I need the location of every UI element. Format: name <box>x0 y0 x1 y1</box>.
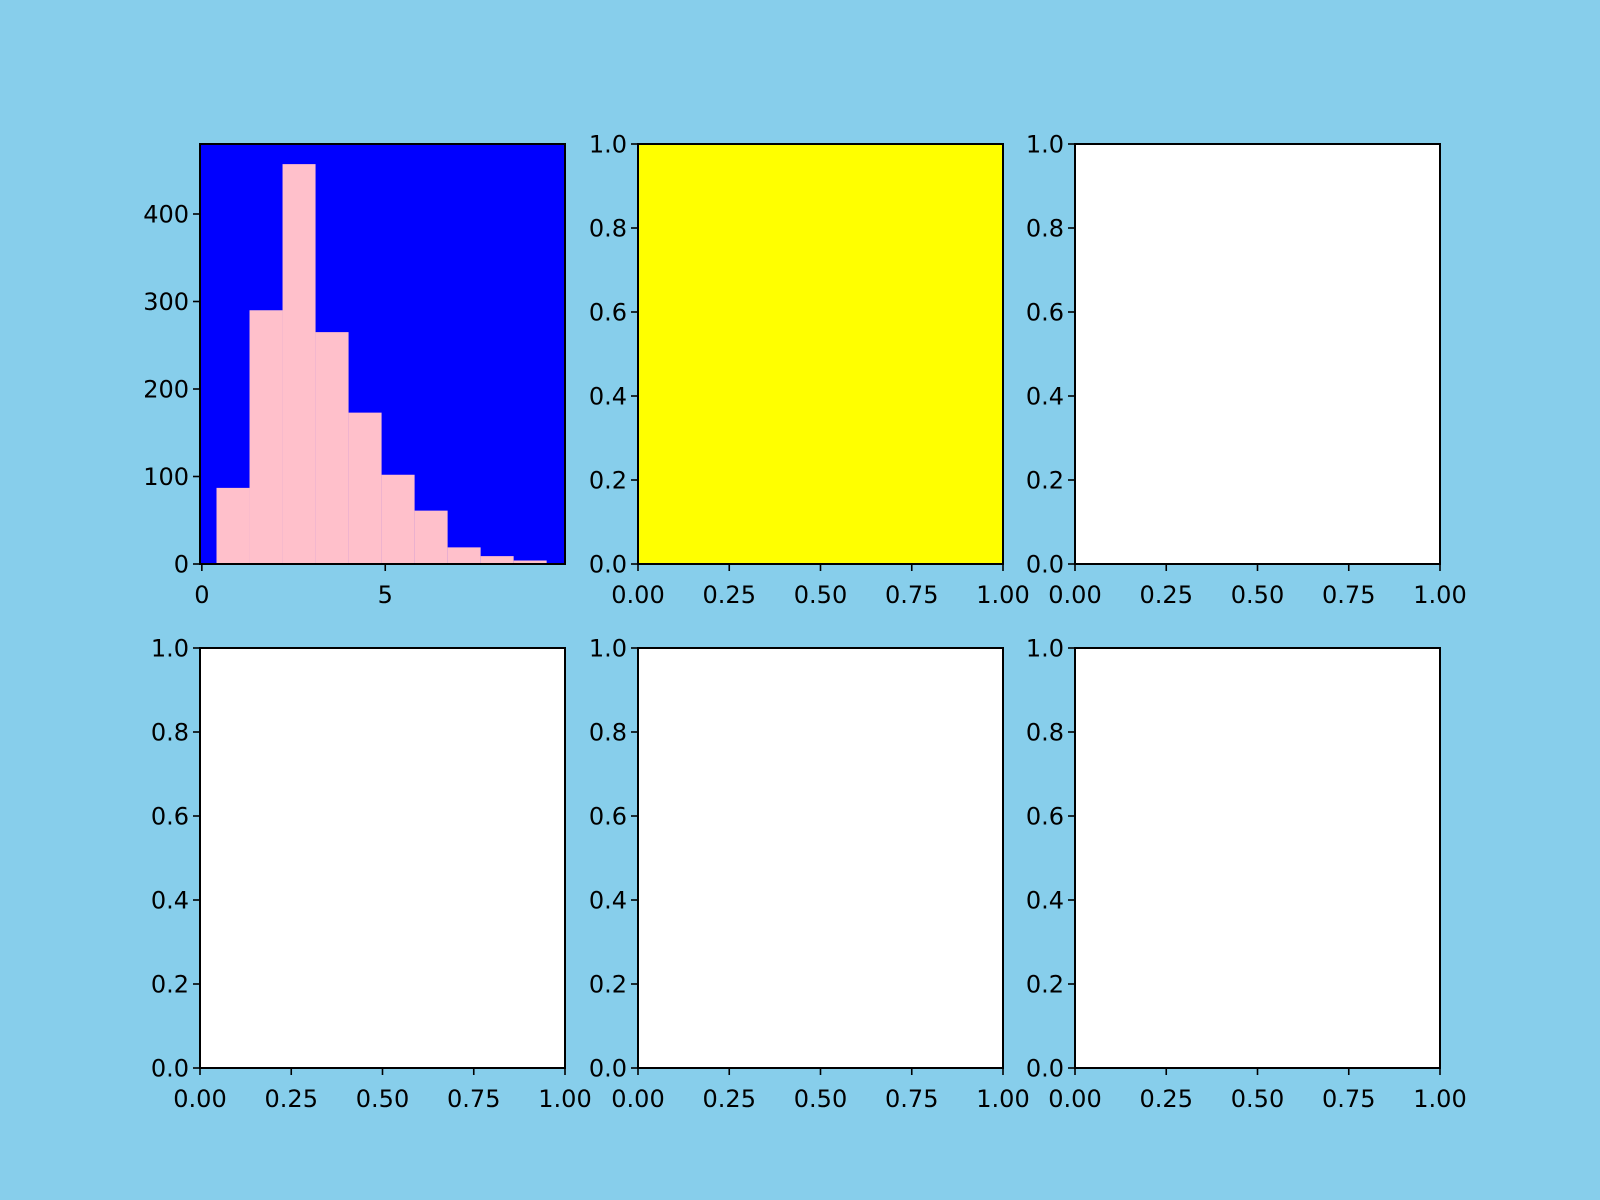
y-tick-label: 0.8 <box>1026 215 1064 243</box>
subplot-row-2-col-1: 0.00 0.25 0.50 0.75 1.00 0.0 0.2 0.4 0.6 0.8 1.0 <box>151 635 592 1114</box>
y-tick-label: 0.8 <box>589 719 627 747</box>
histogram-bar <box>249 310 283 564</box>
x-tick-label: 0 <box>194 581 209 609</box>
x-tick-label: 1.00 <box>976 581 1029 609</box>
x-tick-label: 0.00 <box>173 1085 226 1113</box>
plot-area <box>1075 648 1440 1068</box>
y-tick-label: 1.0 <box>589 635 627 663</box>
subplot-row-2-col-3: 0.00 0.25 0.50 0.75 1.00 0.0 0.2 0.4 0.6 0.8 1.0 <box>1026 635 1467 1114</box>
y-tick-label: 0.2 <box>1026 467 1064 495</box>
y-tick-label: 0.8 <box>1026 719 1064 747</box>
x-tick-label: 1.00 <box>538 1085 591 1113</box>
x-tick-label: 0.00 <box>611 1085 664 1113</box>
y-tick-label: 400 <box>143 201 189 229</box>
plot-area <box>638 648 1003 1068</box>
subplot-row-1-col-2: 0.00 0.25 0.50 0.75 1.00 0.0 0.2 0.4 0.6 0.8 1.0 <box>589 131 1030 610</box>
axes-frame <box>199 143 566 565</box>
x-tick-label: 0.25 <box>1140 581 1193 609</box>
y-tick-label: 0.2 <box>589 467 627 495</box>
y-tick-label: 0.2 <box>151 971 189 999</box>
x-tick-label: 0.75 <box>1322 1085 1375 1113</box>
y-tick-label: 200 <box>143 376 189 404</box>
x-tick-label: 1.00 <box>1413 1085 1466 1113</box>
x-tick-label: 0.75 <box>885 1085 938 1113</box>
x-tick-label: 5 <box>378 581 393 609</box>
y-tick-label: 0.0 <box>1026 1055 1064 1083</box>
y-tick-label: 0.4 <box>589 887 627 915</box>
y-tick-label: 0.0 <box>589 551 627 579</box>
y-tick-label: 0.4 <box>1026 887 1064 915</box>
y-tick-label: 0.2 <box>1026 971 1064 999</box>
x-tick-label: 1.00 <box>1413 581 1466 609</box>
histogram-bar <box>216 487 250 564</box>
y-tick-label: 100 <box>143 463 189 491</box>
y-tick-label: 0.4 <box>1026 383 1064 411</box>
y-tick-label: 0.2 <box>589 971 627 999</box>
plot-area <box>638 144 1003 564</box>
x-tick-label: 0.50 <box>1231 1085 1284 1113</box>
plot-area <box>200 648 565 1068</box>
y-tick-label: 1.0 <box>151 635 189 663</box>
x-tick-label: 0.50 <box>794 1085 847 1113</box>
y-tick-label: 0.8 <box>151 719 189 747</box>
histogram-bar <box>513 560 547 564</box>
x-tick-label: 0.25 <box>1140 1085 1193 1113</box>
histogram-bar <box>447 547 481 564</box>
histogram-bar <box>414 510 448 564</box>
subplot-row-2-col-2: 0.00 0.25 0.50 0.75 1.00 0.0 0.2 0.4 0.6 0.8 1.0 <box>589 635 1030 1114</box>
histogram-bar <box>348 412 382 564</box>
y-tick-label: 0.4 <box>151 887 189 915</box>
x-tick-label: 0.00 <box>1048 1085 1101 1113</box>
x-tick-label: 0.50 <box>356 1085 409 1113</box>
y-tick-label: 0.0 <box>1026 551 1064 579</box>
y-tick-label: 0.4 <box>589 383 627 411</box>
y-tick-label: 0.0 <box>589 1055 627 1083</box>
x-tick-label: 0.25 <box>703 1085 756 1113</box>
x-tick-label: 0.25 <box>703 581 756 609</box>
subplot-row-1-col-3: 0.00 0.25 0.50 0.75 1.00 0.0 0.2 0.4 0.6 0.8 1.0 <box>1026 131 1467 610</box>
histogram-bar <box>480 556 514 564</box>
x-tick-label: 0.50 <box>1231 581 1284 609</box>
histogram-bar <box>282 164 316 564</box>
y-tick-label: 0.6 <box>589 803 627 831</box>
y-tick-label: 0.8 <box>589 215 627 243</box>
plot-area <box>1075 144 1440 564</box>
histogram-bar <box>381 474 415 564</box>
x-tick-label: 0.75 <box>447 1085 500 1113</box>
y-tick-label: 1.0 <box>1026 635 1064 663</box>
y-tick-label: 0 <box>174 551 189 579</box>
y-tick-label: 0.6 <box>589 299 627 327</box>
y-tick-label: 0.6 <box>1026 803 1064 831</box>
x-tick-label: 0.75 <box>1322 581 1375 609</box>
x-tick-label: 1.00 <box>976 1085 1029 1113</box>
x-tick-label: 0.75 <box>885 581 938 609</box>
x-tick-label: 0.50 <box>794 581 847 609</box>
y-tick-label: 0.0 <box>151 1055 189 1083</box>
y-tick-label: 0.6 <box>151 803 189 831</box>
x-tick-label: 0.00 <box>611 581 664 609</box>
x-tick-label: 0.00 <box>1048 581 1101 609</box>
y-tick-label: 1.0 <box>589 131 627 159</box>
x-tick-label: 0.25 <box>265 1085 318 1113</box>
histogram-bar <box>315 332 349 564</box>
y-tick-label: 1.0 <box>1026 131 1064 159</box>
y-tick-label: 0.6 <box>1026 299 1064 327</box>
y-tick-label: 300 <box>143 288 189 316</box>
